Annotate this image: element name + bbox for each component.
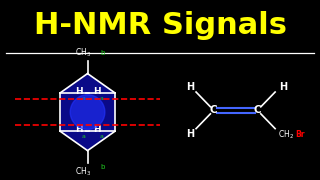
Text: H: H bbox=[186, 129, 194, 139]
Text: H: H bbox=[93, 87, 100, 96]
Text: C: C bbox=[254, 105, 261, 115]
Text: CH$_3$: CH$_3$ bbox=[75, 165, 91, 178]
Text: a: a bbox=[82, 134, 86, 139]
Text: CH$_2$: CH$_2$ bbox=[278, 129, 294, 141]
Text: H: H bbox=[186, 82, 194, 92]
Text: CH$_3$: CH$_3$ bbox=[75, 46, 91, 59]
Text: b: b bbox=[100, 164, 105, 170]
Text: H: H bbox=[75, 125, 83, 134]
Text: Br: Br bbox=[296, 130, 305, 139]
Polygon shape bbox=[70, 95, 105, 129]
Text: H-NMR Signals: H-NMR Signals bbox=[34, 11, 286, 40]
Text: H: H bbox=[75, 87, 83, 96]
Text: b: b bbox=[100, 50, 105, 56]
Polygon shape bbox=[60, 74, 115, 151]
Text: a: a bbox=[100, 134, 104, 139]
Text: C: C bbox=[210, 105, 217, 115]
Text: H: H bbox=[93, 125, 100, 134]
Text: H: H bbox=[279, 82, 287, 92]
Text: a: a bbox=[82, 96, 86, 101]
Text: a: a bbox=[100, 96, 104, 101]
